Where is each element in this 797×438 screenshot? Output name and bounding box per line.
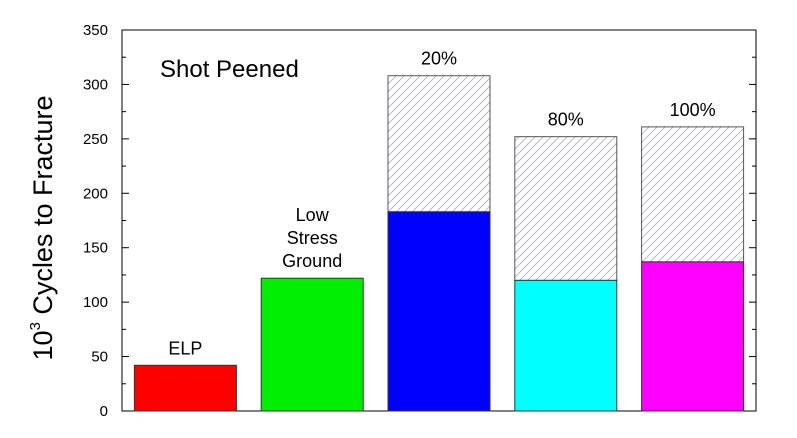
y-tick-label: 150 [83,240,108,257]
bar-hatched-segment [387,75,491,213]
bar-label: 80% [548,110,584,130]
y-tick-label: 300 [83,76,108,93]
bar [514,279,618,412]
bar-label: Ground [282,251,342,271]
y-tick-label: 50 [91,349,108,366]
chart-title: Shot Peened [160,56,299,83]
bar-hatched-segment [641,126,745,263]
y-tick-label: 200 [83,185,108,202]
bar [641,261,745,412]
y-axis-title: 103 Cycles to Fracture [27,96,58,361]
bar-label: Low [296,205,330,225]
bar [260,277,364,412]
bar-label: Stress [287,228,338,248]
bar-hatched-segment [514,136,618,281]
y-tick-label: 250 [83,131,108,148]
bar-label: 100% [670,100,716,120]
y-axis-title-base: 10 [28,330,58,360]
bar-label: 20% [421,49,457,69]
bar [133,364,237,412]
bar [387,211,491,412]
bar-label: ELP [168,338,202,358]
y-tick-label: 0 [100,403,108,420]
y-axis-title-exponent: 3 [27,322,44,330]
y-tick-label: 100 [83,294,108,311]
y-tick-label: 350 [83,22,108,39]
y-axis-title-text: Cycles to Fracture [28,96,58,323]
